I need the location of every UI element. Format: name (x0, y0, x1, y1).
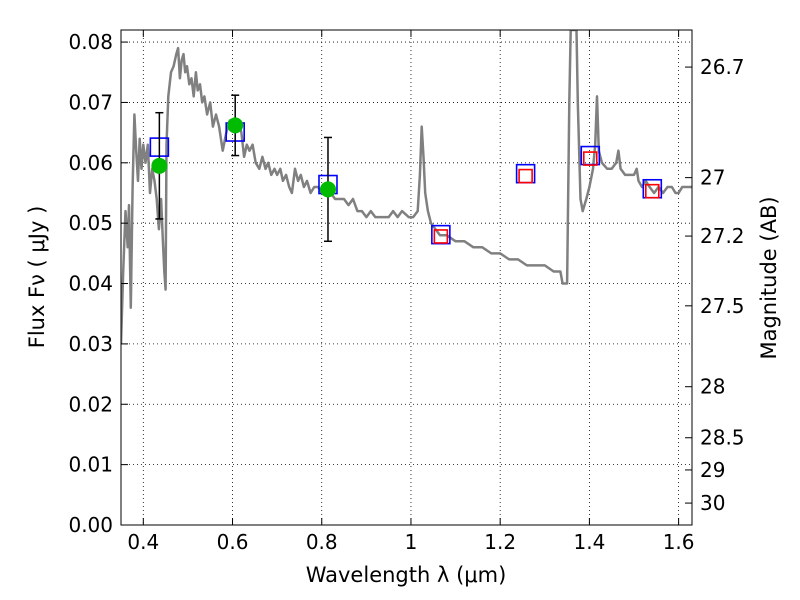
observed-flux-point (227, 117, 244, 134)
x-tick-label: 1.4 (573, 530, 605, 554)
x-tick-label: 0.8 (306, 530, 338, 554)
mag-tick-label: 27.2 (700, 224, 745, 248)
right-axis-title: Magnitude (AB) (757, 196, 781, 359)
x-tick-label: 0.4 (127, 530, 159, 554)
y-tick-label: 0.08 (68, 30, 113, 54)
x-axis-title: Wavelength λ (μm) (306, 563, 507, 587)
y-axis-title: Flux Fν ( μJy ) (25, 206, 49, 349)
mag-tick-label: 28.5 (700, 426, 745, 450)
x-tick-label: 1 (405, 530, 418, 554)
mag-tick-label: 28 (700, 375, 725, 399)
observed-flux-point (151, 157, 168, 174)
y-tick-label: 0.03 (68, 332, 113, 356)
observed-band-flux-nir-marker (644, 183, 660, 199)
plot-series (121, 30, 692, 344)
mag-tick-label: 29 (700, 458, 725, 482)
spectrum-line (121, 30, 692, 344)
observed-band-flux-nir-marker (433, 229, 449, 244)
plot-frame (120, 29, 693, 526)
observed-band-flux-nir-marker (518, 168, 533, 184)
y-tick-label: 0.07 (68, 90, 113, 114)
x-tick-label: 1.2 (484, 530, 516, 554)
axis-ticks: 0.4 0.6 0.8 1 1.2 1.4 1.6 0.00 0.01 0.02 0.03 0.04 0… (68, 30, 745, 554)
mag-tick-label: 27.5 (700, 294, 745, 318)
y-tick-label: 0.01 (68, 453, 113, 477)
x-tick-label: 0.6 (217, 530, 249, 554)
y-tick-label: 0.04 (68, 272, 113, 296)
observed-flux-point (319, 181, 336, 198)
y-tick-label: 0.02 (68, 392, 113, 416)
grid (121, 30, 692, 525)
x-tick-label: 1.6 (663, 530, 695, 554)
y-tick-label: 0.00 (68, 513, 113, 537)
mag-tick-label: 30 (700, 491, 725, 515)
mag-tick-label: 26.7 (700, 55, 745, 79)
y-tick-label: 0.06 (68, 151, 113, 175)
y-tick-label: 0.05 (68, 211, 113, 235)
observed-band-flux-nir-marker (582, 151, 598, 166)
mag-tick-label: 27 (700, 166, 725, 190)
